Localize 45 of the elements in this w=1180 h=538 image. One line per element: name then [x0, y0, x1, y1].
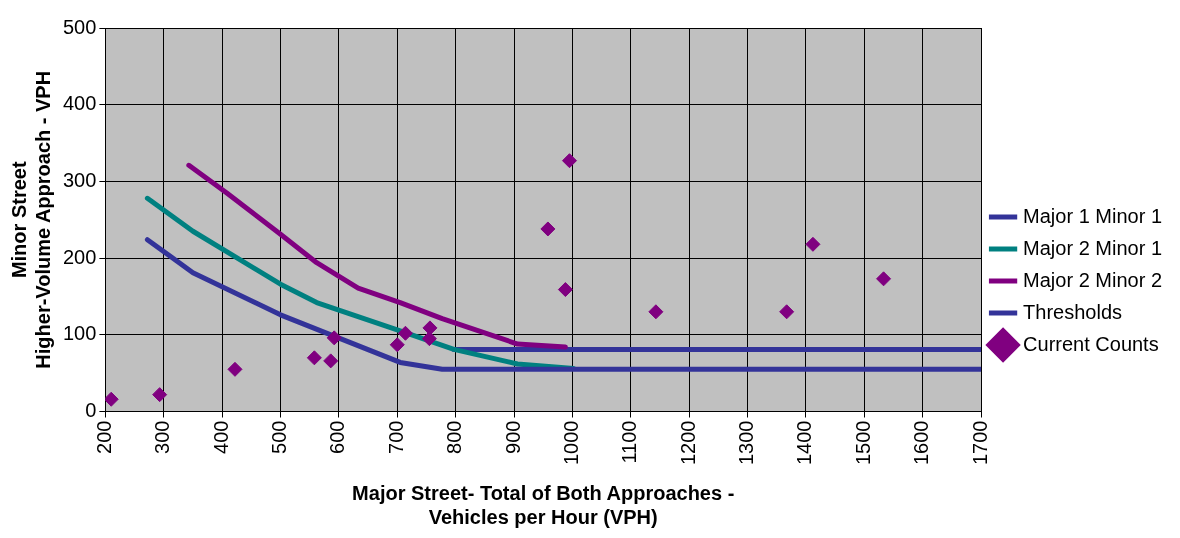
- point: [422, 320, 438, 336]
- y-tick-label: 500: [62, 15, 97, 38]
- legend-label: Thresholds: [1023, 300, 1122, 323]
- point: [227, 361, 243, 377]
- point: [557, 282, 573, 298]
- x-tick-label: 1000: [559, 420, 582, 466]
- x-tick-label: 1700: [968, 420, 991, 466]
- x-tick-label: 700: [384, 420, 407, 454]
- x-tick-label: 1200: [676, 420, 699, 466]
- legend-label: Major 2 Minor 2: [1023, 268, 1162, 291]
- x-tick-label: 1500: [851, 420, 874, 466]
- y-axis-title: Minor Street Higher-Volume Approach - VPH: [7, 70, 54, 369]
- y-tick-label: 200: [62, 245, 97, 268]
- point: [805, 236, 821, 252]
- y-tick-label: 100: [62, 322, 97, 345]
- x-tick-label: 1100: [618, 420, 641, 464]
- legend-label: Major 2 Minor 1: [1023, 236, 1162, 259]
- point: [561, 153, 577, 169]
- x-tick-label: 1300: [735, 420, 758, 466]
- point: [540, 221, 556, 237]
- y-tick-label: 300: [62, 168, 97, 191]
- x-tick-label: 1400: [793, 420, 816, 466]
- x-tick-label: 600: [326, 420, 349, 454]
- legend-label: Current Counts: [1023, 332, 1159, 355]
- y-tick-label: 400: [62, 92, 97, 115]
- x-tick-label: 500: [268, 420, 291, 454]
- point: [397, 325, 413, 341]
- point: [105, 391, 119, 407]
- x-axis-title: Major Street- Total of Both Approaches - Vehicles per Hour (VPH): [352, 481, 735, 528]
- point: [323, 353, 339, 369]
- legend-label: Major 1 Minor 1: [1023, 204, 1162, 227]
- point: [779, 304, 795, 320]
- point: [326, 330, 342, 346]
- point: [389, 337, 405, 353]
- point: [152, 387, 168, 403]
- point: [648, 304, 664, 320]
- x-tick-label: 400: [209, 420, 232, 454]
- point: [421, 331, 437, 347]
- x-tick-label: 900: [501, 420, 524, 454]
- point: [306, 350, 322, 366]
- x-tick-label: 1600: [910, 420, 933, 466]
- x-tick-label: 300: [151, 420, 174, 454]
- y-tick-label: 0: [85, 399, 97, 422]
- x-tick-label: 800: [443, 420, 466, 454]
- point: [876, 271, 892, 287]
